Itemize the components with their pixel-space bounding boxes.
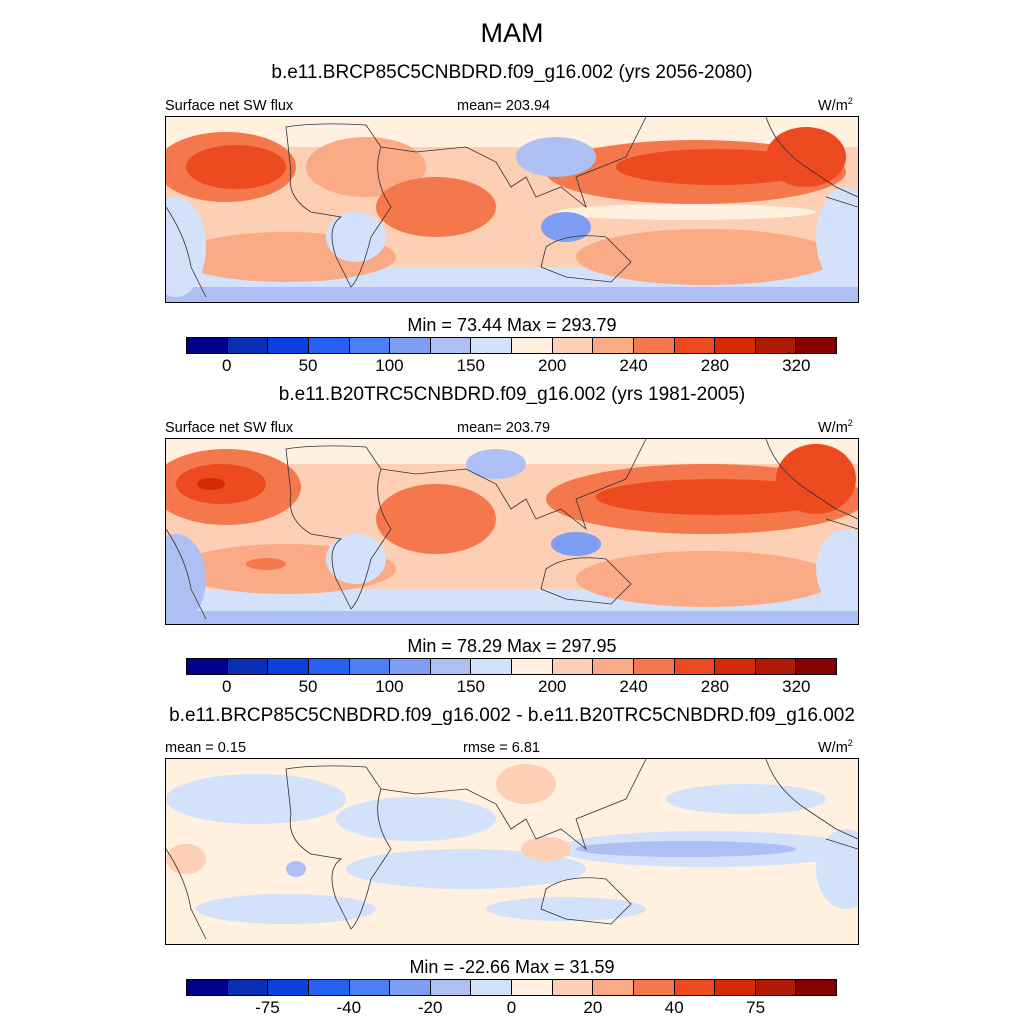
colorbar-tick-label: 200 xyxy=(538,356,567,375)
panel1-map xyxy=(165,116,859,303)
panel2-map-field xyxy=(166,439,858,624)
colorbar-segment xyxy=(633,980,675,995)
colorbar-tick-label: 100 xyxy=(375,677,404,696)
panel3-subtitle: b.e11.BRCP85C5CNBDRD.f09_g16.002 - b.e11… xyxy=(169,705,855,726)
colorbar-tick-label: -20 xyxy=(417,998,443,1017)
colorbar-tick-label: 0 xyxy=(221,356,232,375)
colorbar-segment xyxy=(268,338,309,353)
colorbar-segment xyxy=(227,659,269,674)
colorbar-tick-label: -75 xyxy=(255,998,280,1017)
colorbar-segment xyxy=(552,659,594,674)
panel1-units: W/m2 xyxy=(818,96,853,114)
colorbar-segment xyxy=(755,659,797,674)
colorbar-segment xyxy=(796,338,836,353)
colorbar-segment xyxy=(308,659,350,674)
panel3-colorbar-ticks: -75 -40 -20 0 20 40 75 xyxy=(186,998,837,1020)
colorbar-segment xyxy=(471,338,512,353)
colorbar-segment xyxy=(552,338,594,353)
colorbar-segment xyxy=(430,338,472,353)
colorbar-segment xyxy=(227,338,269,353)
colorbar-tick-label: 150 xyxy=(456,677,485,696)
colorbar-segment xyxy=(430,659,472,674)
colorbar-segment xyxy=(268,659,309,674)
colorbar-segment xyxy=(227,980,269,995)
colorbar-tick-label: 50 xyxy=(298,677,318,696)
panel3-units: W/m2 xyxy=(818,738,853,756)
colorbar-tick-label: -40 xyxy=(336,998,362,1017)
panel2-mean-label: mean= 203.79 xyxy=(457,420,551,436)
colorbar-tick-label: 100 xyxy=(375,356,404,375)
colorbar-segment xyxy=(349,980,391,995)
colorbar-tick-label: 20 xyxy=(583,998,603,1017)
colorbar-tick-label: 0 xyxy=(506,998,517,1017)
colorbar-tick-label: 75 xyxy=(746,998,766,1017)
colorbar-segment xyxy=(512,338,553,353)
colorbar-tick-label: 320 xyxy=(782,356,811,375)
colorbar-segment xyxy=(755,980,797,995)
panel2-colorbar xyxy=(186,658,837,675)
colorbar-segment xyxy=(593,338,634,353)
colorbar-segment xyxy=(349,338,391,353)
colorbar-segment xyxy=(715,659,756,674)
colorbar-segment xyxy=(390,659,431,674)
colorbar-segment xyxy=(796,980,836,995)
colorbar-tick-label: 40 xyxy=(664,998,684,1017)
colorbar-segment xyxy=(715,338,756,353)
colorbar-segment xyxy=(593,659,634,674)
colorbar-segment xyxy=(796,659,836,674)
colorbar-segment xyxy=(593,980,634,995)
colorbar-segment xyxy=(512,980,553,995)
colorbar-tick-label: 280 xyxy=(700,356,730,375)
colorbar-segment xyxy=(674,659,716,674)
colorbar-segment xyxy=(471,659,512,674)
panel1-subtitle: b.e11.BRCP85C5CNBDRD.f09_g16.002 (yrs 20… xyxy=(271,62,753,83)
figure-title: MAM xyxy=(480,18,544,48)
colorbar-tick-label: 50 xyxy=(298,356,318,375)
colorbar-segment xyxy=(268,980,309,995)
colorbar-segment xyxy=(187,659,228,674)
panel2-map xyxy=(165,438,859,625)
panel1-mean-label: mean= 203.94 xyxy=(457,98,551,114)
colorbar-tick-label: 240 xyxy=(619,677,648,696)
colorbar-tick-label: 280 xyxy=(700,677,730,696)
panel2-variable-label: Surface net SW flux xyxy=(165,420,294,436)
colorbar-segment xyxy=(187,338,228,353)
colorbar-segment xyxy=(349,659,391,674)
panel2-subtitle: b.e11.B20TRC5CNBDRD.f09_g16.002 (yrs 198… xyxy=(278,384,746,405)
colorbar-tick-label: 200 xyxy=(538,677,567,696)
colorbar-segment xyxy=(308,980,350,995)
panel2-units: W/m2 xyxy=(818,418,853,436)
colorbar-segment xyxy=(390,338,431,353)
panel3-rmse-label: rmse = 6.81 xyxy=(463,740,540,756)
panel3-map xyxy=(165,758,859,945)
panel2-minmax: Min = 78.29 Max = 297.95 xyxy=(407,636,617,656)
colorbar-segment xyxy=(390,980,431,995)
colorbar-tick-label: 150 xyxy=(456,356,485,375)
colorbar-tick-label: 0 xyxy=(221,677,232,696)
colorbar-tick-label: 320 xyxy=(782,677,811,696)
panel3-colorbar xyxy=(186,979,837,996)
panel1-map-field xyxy=(166,117,858,302)
panel1-variable-label: Surface net SW flux xyxy=(165,98,294,114)
panel1-minmax: Min = 73.44 Max = 293.79 xyxy=(407,315,617,335)
panel1-colorbar-ticks: 0 50 100 150 200 240 280 320 xyxy=(186,356,837,378)
colorbar-segment xyxy=(715,980,756,995)
colorbar-segment xyxy=(633,659,675,674)
colorbar-segment xyxy=(308,338,350,353)
panel1-colorbar xyxy=(186,337,837,354)
colorbar-segment xyxy=(633,338,675,353)
colorbar-segment xyxy=(512,659,553,674)
panel2-colorbar-ticks: 0 50 100 150 200 240 280 320 xyxy=(186,677,837,699)
panel3-map-field xyxy=(166,759,858,944)
colorbar-segment xyxy=(552,980,594,995)
colorbar-tick-label: 240 xyxy=(619,356,648,375)
colorbar-segment xyxy=(674,980,716,995)
colorbar-segment xyxy=(430,980,472,995)
colorbar-segment xyxy=(471,980,512,995)
colorbar-segment xyxy=(755,338,797,353)
colorbar-segment xyxy=(674,338,716,353)
panel3-mean-label: mean = 0.15 xyxy=(165,740,247,756)
panel3-minmax: Min = -22.66 Max = 31.59 xyxy=(409,957,615,977)
colorbar-segment xyxy=(187,980,228,995)
